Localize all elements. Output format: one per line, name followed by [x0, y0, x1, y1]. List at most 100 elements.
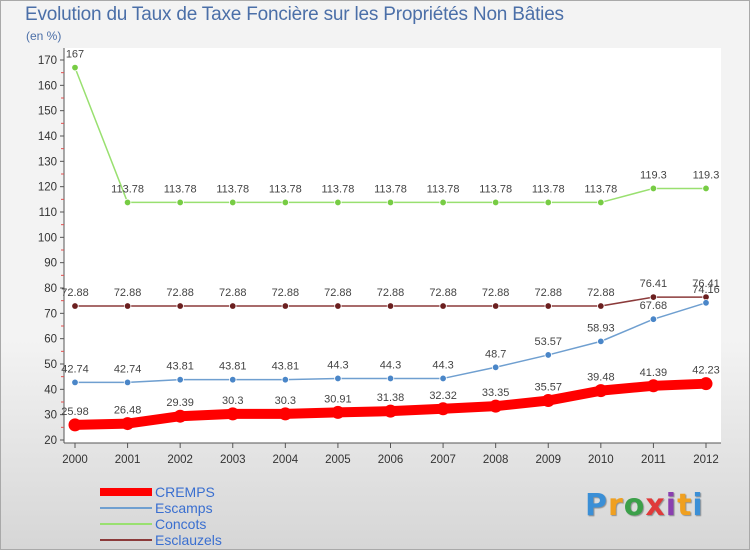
data-label: 44.3: [327, 359, 348, 371]
data-point: [173, 409, 187, 423]
data-point: [123, 378, 132, 387]
data-label: 35.57: [534, 382, 562, 394]
data-point: [229, 375, 237, 384]
data-label: 42.74: [114, 363, 142, 375]
y-tick-label: 110: [39, 207, 57, 219]
data-point: [386, 374, 395, 383]
data-label: 44.3: [432, 359, 453, 371]
data-label: 74.16: [692, 284, 720, 296]
data-label: 43.81: [166, 361, 194, 373]
data-point: [334, 302, 342, 310]
data-label: 113.78: [374, 183, 407, 195]
data-point: [439, 302, 447, 310]
data-point: [176, 198, 184, 207]
data-label: 33.35: [482, 387, 510, 399]
data-label: 113.78: [479, 183, 512, 195]
proxiti-logo: Proxiti: [585, 488, 704, 523]
data-label: 31.38: [377, 392, 405, 404]
data-label: 41.39: [640, 367, 668, 379]
data-label: 53.57: [534, 336, 562, 348]
data-point: [541, 394, 555, 408]
data-label: 30.3: [222, 395, 243, 407]
data-point: [491, 302, 500, 310]
data-point: [123, 302, 132, 310]
data-point: [544, 302, 552, 310]
data-point: [439, 198, 447, 207]
data-point: [229, 302, 237, 310]
data-label: 26.48: [114, 405, 142, 417]
data-point: [649, 315, 658, 323]
data-label: 76.41: [640, 278, 668, 290]
y-tick-label: 160: [38, 80, 57, 92]
data-point: [68, 418, 82, 432]
logo-letter: o: [623, 488, 646, 523]
data-point: [278, 407, 292, 421]
data-label: 72.88: [482, 287, 510, 299]
data-point: [597, 302, 605, 310]
data-point: [71, 63, 79, 72]
data-label: 30.91: [324, 393, 352, 405]
legend-label: Escamps: [155, 500, 213, 516]
x-tick-label: 2003: [220, 454, 246, 466]
data-label: 113.78: [269, 183, 302, 195]
data-point: [386, 302, 395, 310]
legend-swatch: [100, 539, 152, 541]
data-label: 72.88: [219, 287, 247, 299]
data-point: [491, 198, 500, 207]
data-label: 113.78: [532, 183, 565, 195]
y-tick-label: 90: [44, 258, 57, 270]
data-label: 119.3: [640, 169, 667, 181]
data-label: 58.93: [587, 322, 615, 334]
y-tick-label: 50: [44, 359, 57, 371]
data-label: 113.78: [427, 183, 460, 195]
y-tick-label: 30: [44, 410, 57, 422]
data-point: [71, 302, 79, 310]
x-tick-label: 2001: [115, 454, 141, 466]
data-label: 113.78: [164, 183, 197, 195]
legend-label: CREMPS: [155, 484, 215, 500]
y-tick-label: 20: [44, 435, 57, 447]
data-label: 76.41: [692, 278, 720, 290]
legend-label: Esclauzels: [155, 532, 222, 548]
data-point: [439, 374, 447, 383]
x-tick-label: 2000: [62, 454, 88, 466]
data-label: 72.88: [587, 287, 615, 299]
data-point: [544, 198, 552, 207]
data-point: [702, 184, 710, 193]
y-tick-label: 150: [38, 106, 57, 118]
x-tick-label: 2002: [167, 454, 193, 466]
data-label: 29.39: [166, 397, 194, 409]
data-point: [649, 184, 658, 193]
data-point: [649, 293, 658, 301]
data-label: 113.78: [216, 183, 249, 195]
data-label: 72.88: [272, 287, 300, 299]
data-label: 32.32: [429, 390, 457, 402]
data-label: 72.88: [377, 287, 405, 299]
x-tick-label: 2007: [430, 454, 456, 466]
data-label: 113.78: [322, 183, 355, 195]
y-tick-label: 60: [44, 334, 57, 346]
data-point: [123, 198, 132, 207]
logo-letter: r: [608, 488, 624, 523]
legend: CREMPS Escamps Concots Esclauzels: [100, 484, 300, 548]
data-label: 72.88: [429, 287, 457, 299]
legend-swatch: [100, 488, 152, 496]
data-label: 25.98: [61, 406, 89, 418]
y-tick-label: 40: [44, 384, 57, 396]
logo-letter: t: [677, 488, 693, 523]
data-label: 167: [66, 49, 84, 61]
data-label: 30.3: [275, 395, 296, 407]
data-label: 113.78: [584, 183, 617, 195]
x-tick-label: 2010: [588, 454, 614, 466]
data-point: [121, 417, 135, 431]
data-point: [334, 198, 342, 207]
data-label: 43.81: [219, 361, 247, 373]
data-label: 72.88: [324, 287, 352, 299]
data-point: [71, 378, 79, 387]
data-point: [281, 375, 290, 384]
legend-item: CREMPS: [100, 484, 300, 500]
data-label: 43.81: [272, 361, 300, 373]
legend-item: Esclauzels: [100, 532, 300, 548]
data-point: [386, 198, 395, 207]
